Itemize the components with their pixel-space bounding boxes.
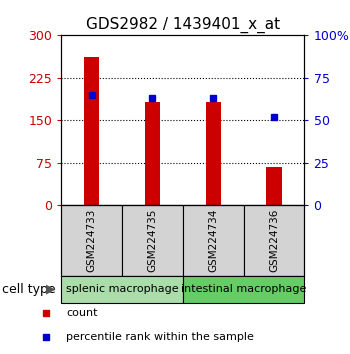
Bar [61, 276, 183, 303]
Bar [145, 102, 160, 205]
Text: percentile rank within the sample: percentile rank within the sample [66, 332, 254, 342]
Bar [183, 276, 304, 303]
Bar [206, 102, 221, 205]
Bar [183, 205, 244, 276]
Text: count: count [66, 308, 98, 318]
Bar [61, 205, 122, 276]
Text: cell type: cell type [2, 283, 55, 296]
Bar [122, 205, 183, 276]
Title: GDS2982 / 1439401_x_at: GDS2982 / 1439401_x_at [86, 16, 280, 33]
Text: ▶: ▶ [46, 283, 55, 296]
Text: splenic macrophage: splenic macrophage [66, 284, 178, 295]
Text: GSM224736: GSM224736 [269, 209, 279, 273]
Bar [84, 57, 99, 205]
Text: GSM224735: GSM224735 [147, 209, 158, 273]
Text: GSM224734: GSM224734 [208, 209, 218, 273]
Bar [266, 167, 282, 205]
Text: GSM224733: GSM224733 [87, 209, 97, 273]
Bar [244, 205, 304, 276]
Text: intestinal macrophage: intestinal macrophage [181, 284, 306, 295]
